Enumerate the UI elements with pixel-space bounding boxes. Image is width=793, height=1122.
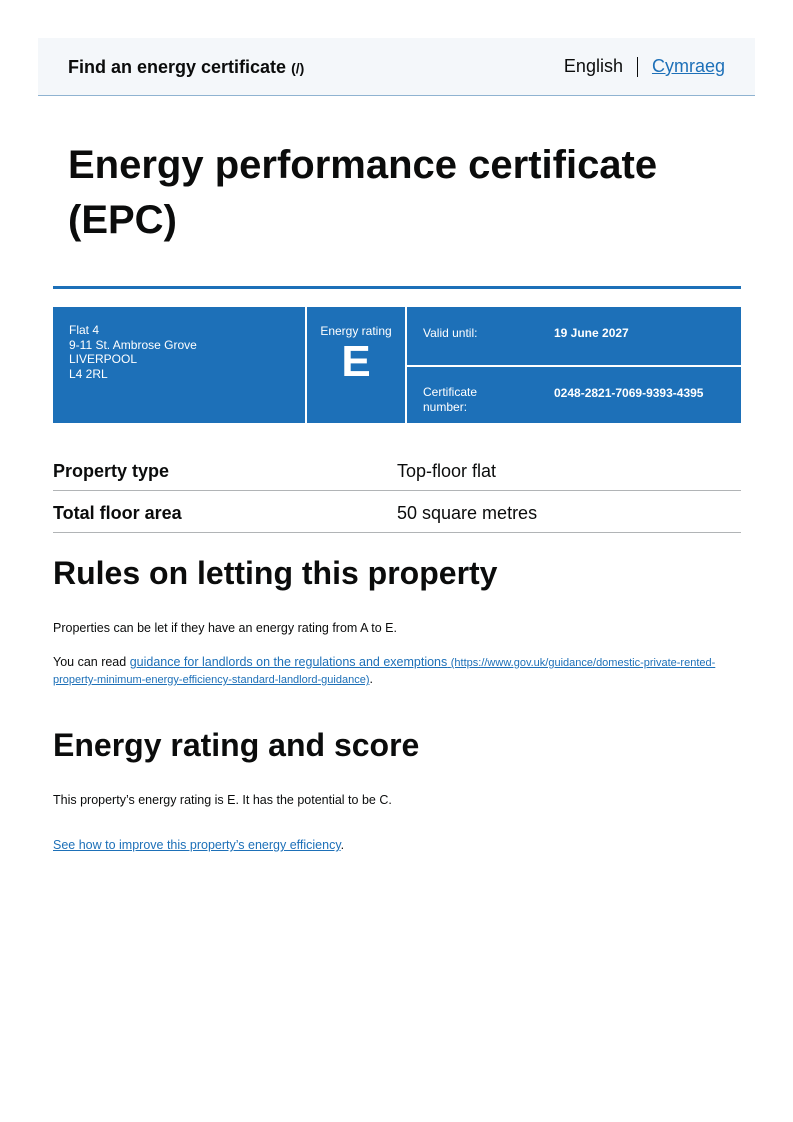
certificate-number-value: 0248-2821-7069-9393-4395 (554, 386, 704, 400)
guidance-link[interactable]: guidance for landlords on the regulation… (53, 655, 716, 686)
certificate-number-label: Certificate number: (423, 385, 478, 414)
address-line: L4 2RL (69, 366, 108, 381)
address-block: Flat 4 9-11 St. Ambrose Grove LIVERPOOL … (53, 307, 305, 423)
letting-heading: Rules on letting this property (53, 555, 498, 591)
language-switcher: English Cymraeg (564, 56, 725, 77)
address-line: 9-11 St. Ambrose Grove (69, 337, 197, 352)
row-label: Total floor area (53, 503, 182, 523)
divider (636, 56, 638, 77)
certificate-number-block: Certificate number: 0248-2821-7069-9393-… (407, 367, 741, 423)
energy-rating-block: Energy rating E (307, 307, 405, 423)
rating-label: Energy rating (320, 324, 392, 338)
valid-until-value: 19 June 2027 (554, 326, 629, 340)
lang-cymraeg-link[interactable]: Cymraeg (651, 56, 725, 76)
valid-until-label: Valid until: (423, 326, 478, 340)
letting-guidance: You can read guidance for landlords on t… (53, 655, 716, 686)
service-name[interactable]: Find an energy certificate (/) (68, 57, 305, 77)
page-title: Energy performance certificate (EPC) (68, 143, 658, 242)
row-label: Property type (53, 461, 170, 481)
rating-text: This property’s energy rating is E. It h… (53, 793, 392, 807)
lang-english: English (563, 56, 623, 76)
letting-text: Properties can be let if they have an en… (53, 621, 397, 635)
floor-area-row: Total floor area 50 square metres (53, 490, 741, 533)
title-divider (53, 286, 741, 289)
rating-letter: E (341, 337, 371, 386)
address-line: Flat 4 (69, 323, 100, 337)
rating-heading: Energy rating and score (53, 727, 420, 763)
row-value: 50 square metres (397, 503, 538, 523)
site-header: Find an energy certificate (/) English C… (38, 38, 755, 96)
improve-efficiency-link[interactable]: See how to improve this property’s energ… (53, 838, 341, 852)
address-line: LIVERPOOL (69, 352, 138, 366)
valid-until-block: Valid until: 19 June 2027 (407, 307, 741, 365)
property-type-row: Property type Top-floor flat (53, 448, 741, 491)
row-value: Top-floor flat (397, 461, 497, 481)
improve-paragraph: See how to improve this property’s energ… (53, 838, 345, 852)
service-link: (/) (291, 60, 305, 76)
